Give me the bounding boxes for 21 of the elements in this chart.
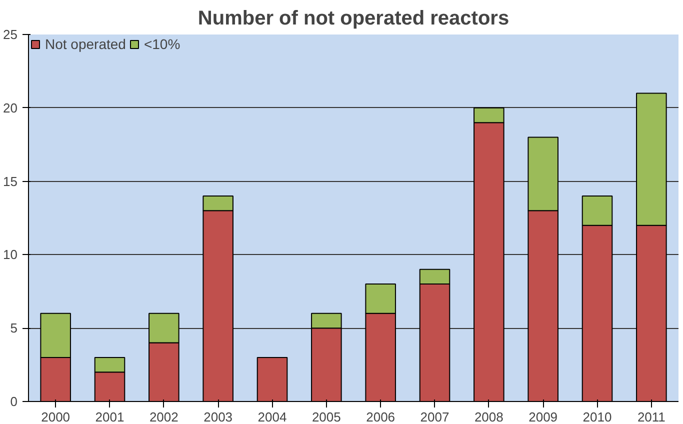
x-tick-label: 2002: [149, 410, 178, 424]
x-tick-label: 2003: [204, 410, 233, 424]
y-tick-label: 20: [3, 100, 18, 116]
x-tick-label: 2000: [41, 410, 70, 424]
legend-label: <10%: [144, 36, 180, 52]
x-tick-label: 2011: [637, 410, 666, 424]
x-tick-label: 2004: [258, 410, 287, 424]
x-tick-label: 2010: [582, 410, 612, 424]
legend-label: Not operated: [45, 36, 126, 52]
x-tick-label: 2005: [312, 410, 341, 424]
y-tick-label: 0: [10, 394, 18, 409]
y-tick-label: 10: [3, 247, 18, 262]
y-tick-label: 25: [3, 27, 18, 42]
x-tick-label: 2006: [366, 410, 396, 424]
x-tick-label: 2008: [474, 410, 504, 424]
chart-title: Number of not operated reactors: [198, 8, 510, 30]
y-tick-label: 15: [3, 174, 18, 189]
x-tick-label: 2001: [95, 410, 124, 424]
y-tick-label: 5: [10, 320, 18, 336]
x-tick-label: 2007: [420, 410, 450, 424]
x-tick-label: 2009: [528, 410, 558, 424]
